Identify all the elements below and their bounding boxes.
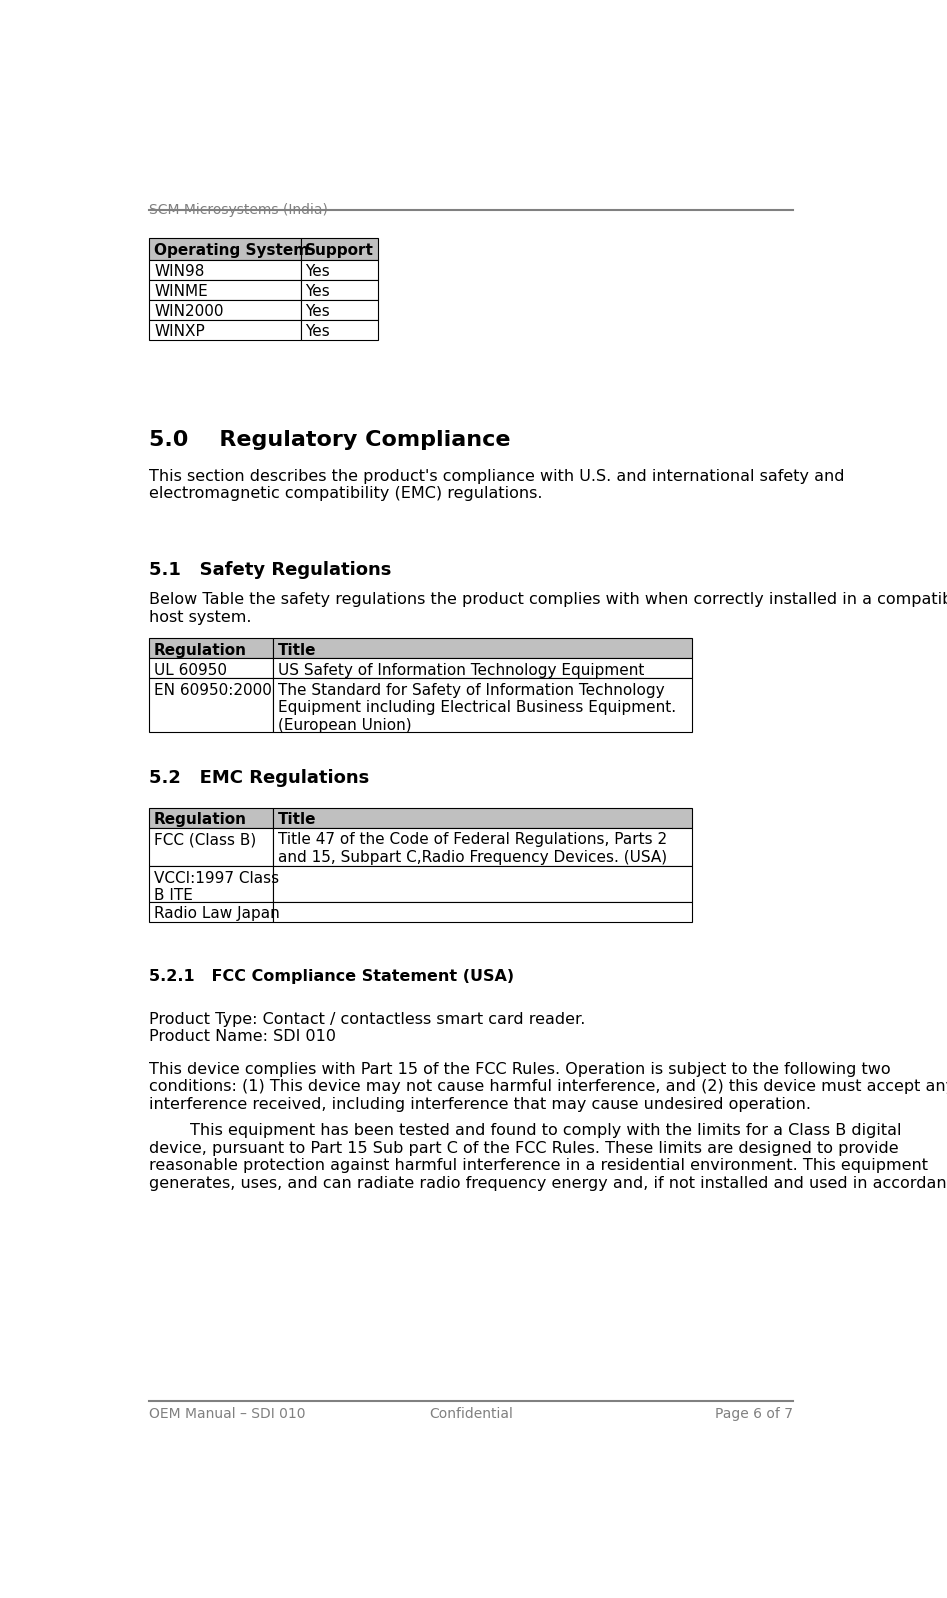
Bar	[300, 280, 378, 299]
Text: Operating System: Operating System	[154, 243, 309, 259]
Text: Yes: Yes	[305, 284, 330, 299]
Text: 5.2   EMC Regulations: 5.2 EMC Regulations	[150, 769, 369, 788]
Text: Regulation: Regulation	[154, 812, 247, 828]
Bar	[150, 807, 274, 828]
Text: WINXP: WINXP	[154, 324, 205, 339]
Bar	[150, 280, 300, 299]
Bar	[274, 807, 692, 828]
Text: WINME: WINME	[154, 284, 207, 299]
Text: This section describes the product's compliance with U.S. and international safe: This section describes the product's com…	[150, 468, 845, 502]
Bar	[150, 299, 300, 320]
Bar	[150, 238, 300, 259]
Bar	[274, 901, 692, 922]
Text: Regulation: Regulation	[154, 642, 247, 658]
Text: VCCI:1997 Class
B ITE: VCCI:1997 Class B ITE	[154, 871, 279, 903]
Text: SCM Microsystems (India): SCM Microsystems (India)	[150, 203, 329, 217]
Bar	[150, 679, 274, 732]
Text: 5.0    Regulatory Compliance: 5.0 Regulatory Compliance	[150, 430, 510, 451]
Text: Yes: Yes	[305, 264, 330, 280]
Bar	[300, 320, 378, 340]
Text: Product Type: Contact / contactless smart card reader.
Product Name: SDI 010: Product Type: Contact / contactless smar…	[150, 1012, 586, 1043]
Text: WIN2000: WIN2000	[154, 304, 223, 320]
Text: 5.2.1   FCC Compliance Statement (USA): 5.2.1 FCC Compliance Statement (USA)	[150, 970, 514, 984]
Text: Below Table the safety regulations the product complies with when correctly inst: Below Table the safety regulations the p…	[150, 593, 947, 625]
Text: Title 47 of the Code of Federal Regulations, Parts 2
and 15, Subpart C,Radio Fre: Title 47 of the Code of Federal Regulati…	[278, 833, 667, 865]
Bar	[150, 259, 300, 280]
Bar	[274, 828, 692, 866]
Bar	[300, 259, 378, 280]
Bar	[150, 658, 274, 679]
Text: Title: Title	[278, 812, 316, 828]
Bar	[274, 679, 692, 732]
Text: The Standard for Safety of Information Technology
Equipment including Electrical: The Standard for Safety of Information T…	[278, 682, 676, 733]
Text: 5.1   Safety Regulations: 5.1 Safety Regulations	[150, 561, 392, 580]
Text: Yes: Yes	[305, 304, 330, 320]
Bar	[150, 828, 274, 866]
Bar	[300, 238, 378, 259]
Bar	[150, 320, 300, 340]
Text: OEM Manual – SDI 010: OEM Manual – SDI 010	[150, 1406, 306, 1421]
Bar	[150, 638, 274, 658]
Bar	[274, 658, 692, 679]
Text: UL 60950: UL 60950	[154, 663, 227, 678]
Text: Radio Law Japan: Radio Law Japan	[154, 906, 279, 922]
Text: US Safety of Information Technology Equipment: US Safety of Information Technology Equi…	[278, 663, 644, 678]
Text: Title: Title	[278, 642, 316, 658]
Text: WIN98: WIN98	[154, 264, 205, 280]
Bar	[274, 866, 692, 901]
Bar	[150, 866, 274, 901]
Text: This equipment has been tested and found to comply with the limits for a Class B: This equipment has been tested and found…	[150, 1123, 947, 1191]
Text: FCC (Class B): FCC (Class B)	[154, 833, 257, 847]
Bar	[300, 299, 378, 320]
Bar	[150, 901, 274, 922]
Text: Yes: Yes	[305, 324, 330, 339]
Text: EN 60950:2000: EN 60950:2000	[154, 682, 272, 698]
Text: Support: Support	[305, 243, 374, 259]
Text: This device complies with Part 15 of the FCC Rules. Operation is subject to the : This device complies with Part 15 of the…	[150, 1061, 947, 1112]
Bar	[274, 638, 692, 658]
Text: Page 6 of 7: Page 6 of 7	[715, 1406, 793, 1421]
Text: Confidential: Confidential	[429, 1406, 513, 1421]
